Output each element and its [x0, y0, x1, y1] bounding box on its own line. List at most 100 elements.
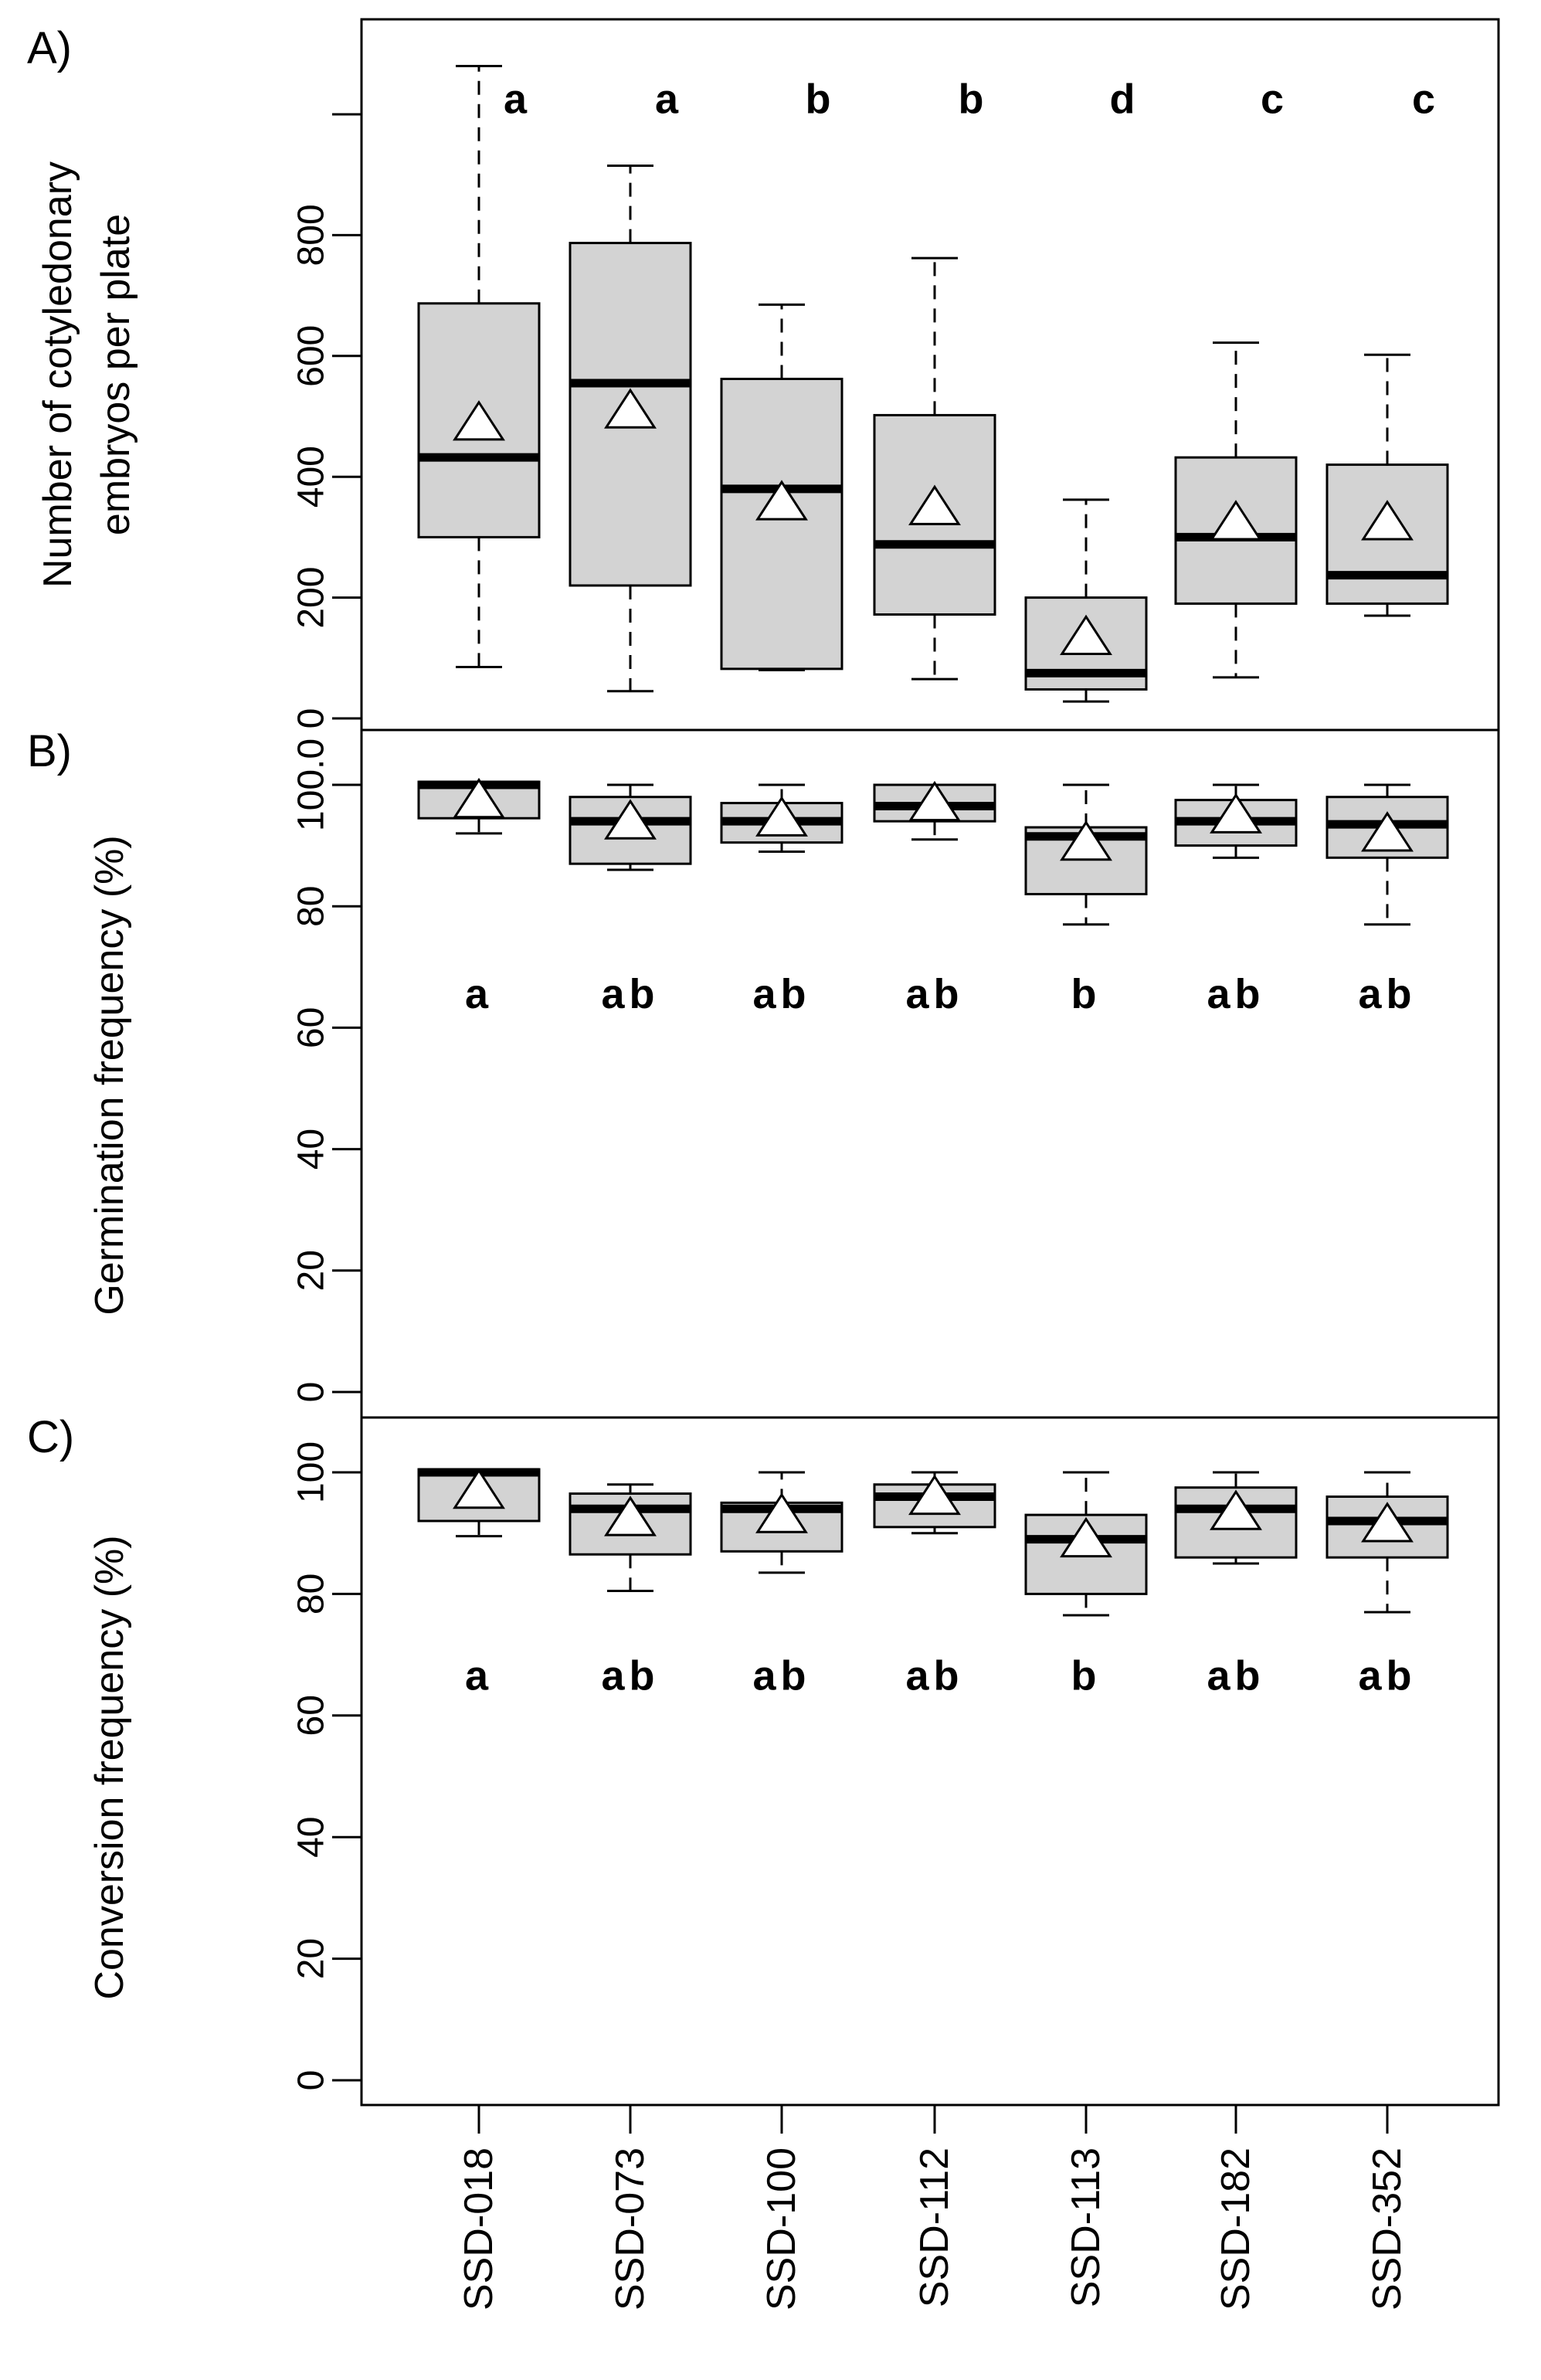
y-tick-label: 60 — [291, 1695, 332, 1736]
significance-letter: ab — [905, 971, 963, 1017]
x-tick-label: SSD-018 — [457, 2147, 501, 2310]
box-ssd-352: ab — [1325, 783, 1449, 1017]
y-tick-label: 80 — [291, 886, 332, 927]
mean-marker — [1361, 1502, 1414, 1543]
iqr-box — [720, 378, 843, 671]
panel-a: A) 0 200 400 600 800 Number of cotyledonary emb… — [27, 23, 1449, 729]
y-tick-label: 40 — [291, 1129, 332, 1170]
panel-label: B) — [27, 726, 72, 776]
significance-letter: ab — [1358, 971, 1416, 1017]
significance-letter: ab — [752, 1653, 810, 1699]
mean-marker — [604, 388, 657, 429]
panel-label: C) — [27, 1412, 74, 1462]
panel-label: A) — [27, 23, 72, 73]
significance-letter: ab — [601, 1653, 659, 1699]
significance-letter: ab — [1358, 1653, 1416, 1699]
x-tick-label: SSD-113 — [1064, 2147, 1108, 2307]
significance-letter: b — [806, 76, 836, 122]
panel-b: B) 0 20 40 60 80 100.0 Germination frequency (%… — [27, 726, 1499, 1402]
significance-letter: ab — [1207, 971, 1264, 1017]
mean-marker — [1361, 811, 1414, 852]
mean-marker — [453, 777, 505, 819]
box-ssd-112: b — [873, 76, 996, 681]
box-ssd-018: a — [417, 777, 541, 1017]
mean-marker — [1210, 1489, 1262, 1530]
significance-letter: c — [1412, 76, 1440, 122]
mean-marker — [1060, 820, 1112, 861]
y-tick-label: 600 — [291, 325, 332, 387]
y-tick-label: 100 — [291, 1441, 332, 1503]
y-tick-label: 100.0 — [291, 738, 332, 831]
box-ssd-018: a — [417, 1468, 541, 1699]
y-tick-label: 80 — [291, 1574, 332, 1614]
mean-marker — [1060, 1516, 1112, 1558]
mean-marker — [1361, 500, 1414, 541]
y-tick-label: 20 — [291, 1938, 332, 1979]
box-ssd-100: ab — [720, 783, 843, 1017]
mean-marker — [755, 1492, 808, 1533]
box-ssd-182: ab — [1174, 1471, 1298, 1699]
y-tick-label: 200 — [291, 567, 332, 629]
y-tick-label: 40 — [291, 1817, 332, 1858]
box-ssd-112: ab — [873, 780, 996, 1017]
mean-marker — [755, 796, 808, 837]
significance-letter: a — [465, 971, 493, 1017]
box-ssd-182: c — [1174, 76, 1298, 679]
mean-marker — [604, 1496, 657, 1536]
mean-marker — [908, 1474, 961, 1516]
y-tick-label: 400 — [291, 446, 332, 508]
panel-c: C) 0 20 40 60 80 100 Conversion frequency (%) a a… — [27, 1412, 1499, 2090]
x-tick-label: SSD-112 — [912, 2147, 957, 2307]
x-tick-label: SSD-100 — [759, 2147, 804, 2310]
box-ssd-352: ab — [1325, 1471, 1449, 1699]
y-tick-label: 60 — [291, 1007, 332, 1048]
y-axis-title: embryos per plate — [93, 214, 138, 535]
mean-marker — [453, 1468, 505, 1509]
x-tick-label: SSD-073 — [608, 2147, 653, 2310]
x-axis: SSD-018 SSD-073 SSD-100 SSD-112 SSD-113 SSD-1… — [457, 2105, 1410, 2310]
y-tick-label: 20 — [291, 1250, 332, 1291]
mean-marker — [1210, 793, 1262, 834]
significance-letter: ab — [752, 971, 810, 1017]
x-tick-label: SSD-182 — [1213, 2147, 1258, 2310]
significance-letter: a — [465, 1653, 493, 1699]
significance-letter: ab — [905, 1653, 963, 1699]
box-ssd-100: b — [720, 76, 843, 671]
y-tick-label: 0 — [291, 2070, 332, 2091]
y-axis-title: Germination frequency (%) — [87, 835, 132, 1315]
box-ssd-182: ab — [1174, 783, 1298, 1017]
significance-letter: b — [1071, 971, 1101, 1017]
mean-marker — [1060, 614, 1112, 656]
x-tick-label: SSD-352 — [1365, 2147, 1410, 2310]
significance-letter: a — [504, 76, 531, 122]
significance-letter: a — [655, 76, 683, 122]
mean-marker — [908, 780, 961, 822]
significance-letter: b — [1071, 1653, 1101, 1699]
mean-marker — [908, 484, 961, 525]
mean-marker — [604, 799, 657, 840]
significance-letter: ab — [601, 971, 659, 1017]
mean-marker — [453, 400, 505, 441]
mean-marker — [755, 480, 808, 521]
box-ssd-113: b — [1024, 783, 1148, 1017]
y-axis-title: Number of cotyledonary — [36, 161, 80, 588]
box-ssd-112: ab — [873, 1471, 996, 1699]
y-tick-label: 800 — [291, 204, 332, 266]
y-axis-title: Conversion frequency (%) — [87, 1535, 132, 1999]
box-ssd-073: ab — [569, 1483, 692, 1699]
significance-letter: b — [959, 76, 989, 122]
significance-letter: d — [1110, 76, 1140, 122]
y-tick-label: 0 — [291, 708, 332, 729]
y-tick-label: 0 — [291, 1382, 332, 1403]
box-ssd-073: a — [569, 76, 692, 693]
plot-frame — [360, 18, 1500, 2107]
box-ssd-073: ab — [569, 783, 692, 1017]
significance-letter: c — [1261, 76, 1288, 122]
box-ssd-113: d — [1024, 76, 1148, 703]
significance-letter: ab — [1207, 1653, 1264, 1699]
box-ssd-018: a — [417, 64, 541, 669]
mean-marker — [1210, 500, 1262, 541]
box-ssd-113: b — [1024, 1471, 1148, 1699]
box-ssd-352: c — [1325, 76, 1449, 617]
